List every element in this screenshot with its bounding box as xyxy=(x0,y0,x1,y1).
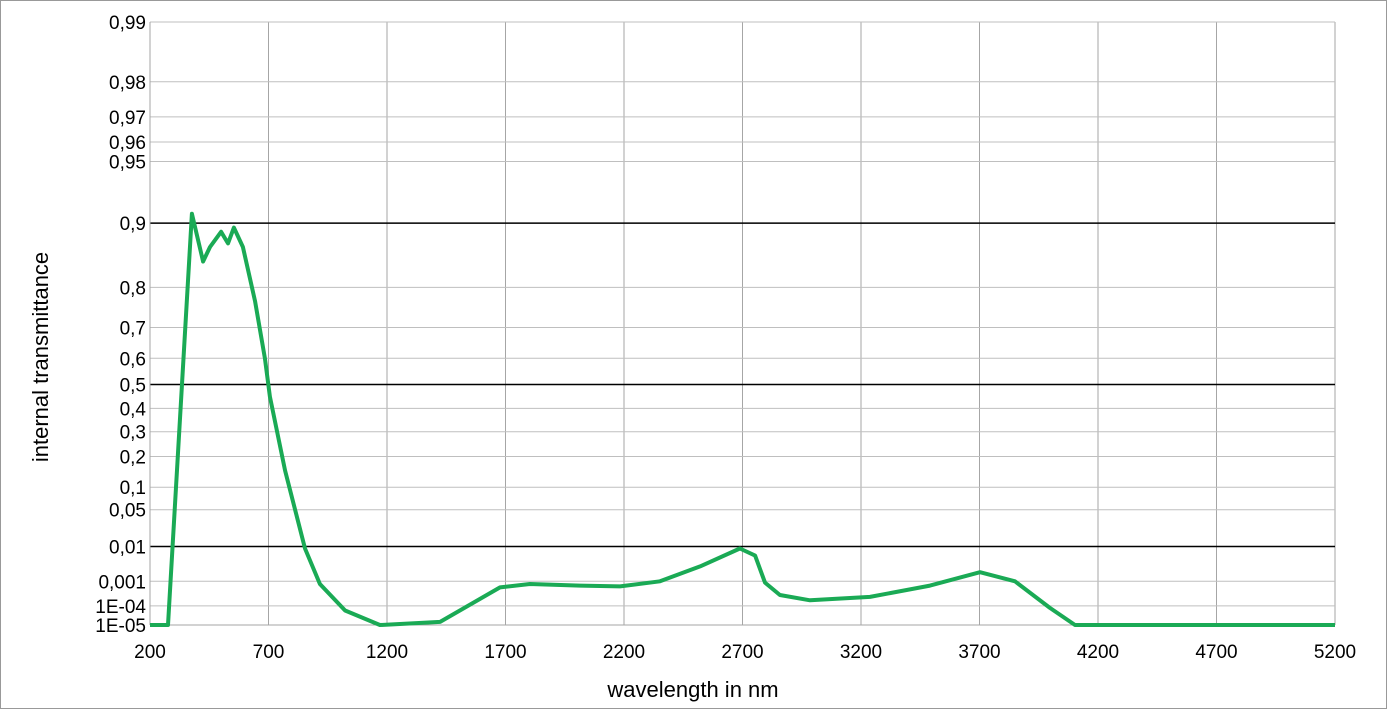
x-tick-label: 1200 xyxy=(366,642,408,663)
y-tick-label: 0,5 xyxy=(120,375,146,396)
y-axis-label: internal transmittance xyxy=(28,252,53,462)
y-tick-label: 0,8 xyxy=(120,278,146,299)
y-tick-label: 1E-04 xyxy=(95,597,146,618)
y-tick-label: 0,05 xyxy=(109,501,146,522)
y-tick-label: 0,01 xyxy=(109,538,146,559)
y-tick-label: 0,99 xyxy=(109,13,146,34)
y-tick-label: 0,95 xyxy=(109,153,146,174)
x-tick-label: 4700 xyxy=(1195,642,1237,663)
x-tick-label: 700 xyxy=(253,642,285,663)
x-tick-label: 1700 xyxy=(484,642,526,663)
y-tick-label: 0,2 xyxy=(120,448,146,469)
y-tick-label: 0,1 xyxy=(120,478,146,499)
y-tick-label: 0,9 xyxy=(120,214,146,235)
x-axis-label: wavelength in nm xyxy=(606,677,778,702)
x-tick-label: 4200 xyxy=(1077,642,1119,663)
x-tick-label: 2700 xyxy=(721,642,763,663)
y-tick-label: 0,3 xyxy=(120,423,146,444)
x-tick-label: 3700 xyxy=(958,642,1000,663)
x-tick-label: 3200 xyxy=(840,642,882,663)
x-tick-label: 5200 xyxy=(1314,642,1356,663)
x-tick-label: 2200 xyxy=(603,642,645,663)
y-tick-label: 1E-05 xyxy=(95,616,146,637)
y-tick-label: 0,001 xyxy=(98,572,146,593)
y-tick-label: 0,98 xyxy=(109,73,146,94)
y-tick-label: 0,7 xyxy=(120,319,146,340)
data-line xyxy=(150,211,1335,627)
y-tick-label: 0,4 xyxy=(120,399,147,420)
y-tick-label: 0,97 xyxy=(109,108,146,129)
y-tick-label: 0,96 xyxy=(109,133,146,154)
y-tick-label: 0,6 xyxy=(120,349,146,370)
x-tick-label: 200 xyxy=(134,642,166,663)
